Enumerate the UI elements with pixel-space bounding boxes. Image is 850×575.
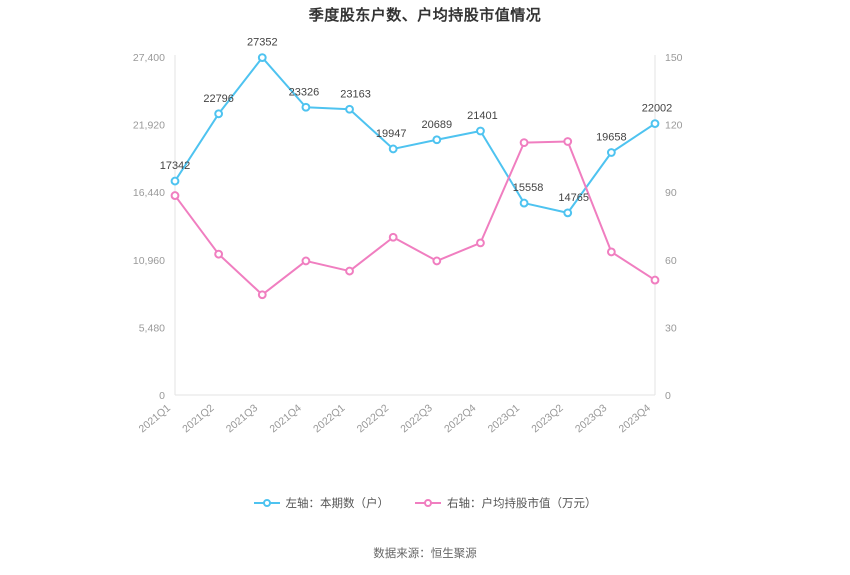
data-label: 20689 (422, 119, 453, 131)
axis-tick-label: 2022Q4 (442, 402, 478, 435)
axis-tick-label: 2022Q3 (398, 402, 434, 435)
series-point[interactable] (563, 137, 573, 146)
data-label: 27352 (247, 37, 278, 49)
data-label: 22796 (203, 93, 234, 105)
data-label: 14765 (558, 192, 589, 204)
axis-tick-label: 60 (665, 255, 677, 267)
legend-label-left: 左轴：本期数（户） (285, 498, 390, 510)
axis-tick-label: 21,920 (133, 120, 165, 132)
axis-tick-label: 2021Q2 (180, 402, 216, 435)
data-label: 19658 (596, 132, 627, 144)
axis-tick-label: 10,960 (133, 255, 165, 267)
legend-item-left[interactable]: 左轴：本期数（户） (253, 495, 390, 511)
legend-item-right[interactable]: 右轴：户均持股市值（万元） (415, 495, 597, 511)
data-label: 17342 (160, 160, 191, 172)
data-label: 19947 (376, 128, 407, 140)
axis-tick-label: 120 (665, 120, 683, 132)
series-point[interactable] (650, 275, 660, 285)
axis-tick-label: 2023Q2 (529, 402, 565, 435)
chart-title: 季度股东户数、户均持股市值情况 (308, 7, 542, 24)
series-point[interactable] (301, 102, 311, 112)
axis-tick-label: 2022Q2 (355, 402, 391, 435)
series-point[interactable] (170, 176, 180, 186)
series-point[interactable] (388, 144, 398, 154)
series-point[interactable] (257, 290, 267, 300)
series-point[interactable] (650, 119, 660, 128)
series-point[interactable] (476, 126, 485, 136)
axis-tick-label: 2023Q1 (486, 402, 522, 435)
series-point[interactable] (476, 238, 485, 248)
series-point[interactable] (170, 191, 180, 200)
series-point[interactable] (519, 198, 529, 208)
series-point[interactable] (606, 247, 616, 257)
axis-tick-label: 2023Q3 (573, 402, 609, 435)
legend-marker-right (415, 497, 441, 509)
series-point[interactable] (257, 53, 267, 62)
series-point[interactable] (345, 104, 354, 114)
data-label: 15558 (513, 182, 544, 194)
axis-tick-label: 2022Q1 (311, 402, 347, 435)
chart-legend: 左轴：本期数（户） 右轴：户均持股市值（万元） (0, 495, 850, 511)
axis-tick-label: 5,480 (139, 322, 165, 334)
series-point[interactable] (345, 266, 354, 276)
axis-tick-label: 0 (665, 390, 671, 402)
axis-tick-label: 90 (665, 187, 677, 199)
axis-tick-label: 2021Q1 (137, 402, 173, 435)
axis-tick-label: 30 (665, 322, 677, 334)
axis-tick-label: 27,400 (133, 52, 165, 64)
axis-tick-label: 150 (665, 52, 683, 64)
series-point[interactable] (388, 232, 398, 242)
data-label: 21401 (467, 110, 498, 122)
axis-tick-label: 0 (159, 390, 165, 402)
series-point[interactable] (214, 109, 224, 119)
series-point[interactable] (606, 148, 616, 157)
series-point[interactable] (301, 256, 311, 266)
axis-tick-label: 2021Q3 (224, 402, 260, 435)
axis-tick-label: 2023Q4 (617, 402, 653, 435)
chart-source: 数据来源：恒生聚源 (373, 548, 477, 560)
legend-marker-left (253, 497, 280, 509)
data-label: 22002 (642, 103, 673, 115)
series-point[interactable] (519, 138, 529, 148)
series-point[interactable] (432, 256, 442, 266)
series-point[interactable] (432, 135, 442, 145)
series-line (174, 56, 656, 214)
data-label: 23326 (289, 86, 320, 98)
series-point[interactable] (563, 208, 573, 218)
chart-svg: 0 5,480 10,960 16,440 21,920 27,400 0 30 60 90 120… (133, 37, 683, 436)
series-point[interactable] (214, 249, 224, 259)
axis-tick-label: 2021Q4 (267, 402, 303, 435)
legend-label-right: 右轴：户均持股市值（万元） (447, 498, 597, 510)
data-label: 23163 (340, 88, 371, 100)
axis-tick-label: 16,440 (133, 187, 165, 199)
series-line (174, 140, 656, 296)
